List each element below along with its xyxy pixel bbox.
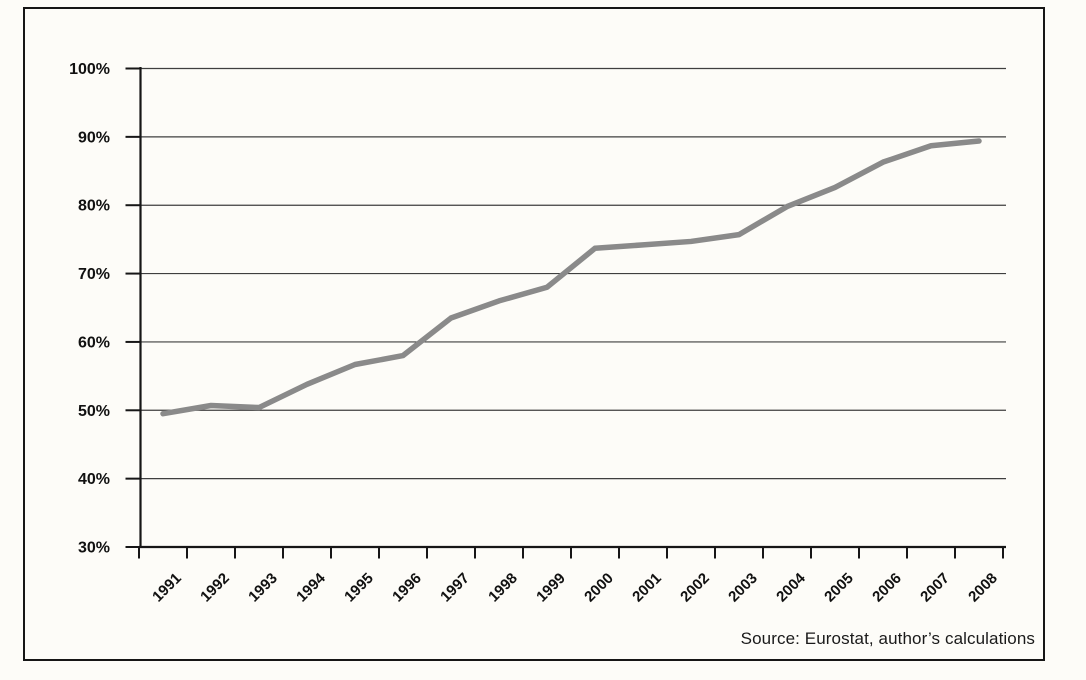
x-tick-label: 1998 [485, 570, 521, 606]
x-ticks [138, 547, 1004, 559]
x-tick-label: 2004 [773, 569, 809, 605]
x-tick-label: 2005 [821, 570, 857, 606]
y-tick-label: 40% [78, 471, 110, 488]
x-tick-label: 1996 [389, 570, 425, 606]
y-tick-label: 80% [78, 198, 110, 215]
x-tick-label: 1993 [245, 570, 281, 606]
y-ticks [125, 67, 141, 548]
y-tick-label: 30% [78, 540, 110, 557]
x-tick-label: 2002 [677, 570, 713, 606]
x-tick-label: 1999 [533, 570, 569, 606]
figure-border [23, 7, 1045, 661]
y-tick-label: 100% [69, 61, 110, 78]
x-tick-label: 2000 [581, 570, 617, 606]
y-axis-labels: 30% 40% 50% 60% 70% 80% 90% 100% [69, 61, 110, 557]
source-note: Source: Eurostat, author’s calculations [740, 629, 1035, 648]
x-tick-label: 2008 [965, 570, 1001, 606]
x-tick-label: 2007 [917, 570, 953, 606]
x-tick-label: 1991 [149, 570, 185, 606]
x-tick-label: 1992 [197, 570, 233, 606]
y-tick-label: 60% [78, 334, 110, 351]
x-tick-label: 1995 [341, 570, 377, 606]
x-tick-label: 2003 [725, 570, 761, 606]
y-tick-label: 90% [78, 129, 110, 146]
data-series-line [160, 138, 982, 417]
y-tick-label: 70% [78, 266, 110, 283]
x-tick-label: 1994 [293, 569, 329, 605]
x-tick-label: 2006 [869, 570, 905, 606]
x-tick-label: 2001 [629, 570, 665, 606]
y-tick-label: 50% [78, 403, 110, 420]
x-axis-labels: 1991 1992 1993 1994 1995 1996 1997 1998 1999 2000… [149, 569, 1001, 605]
axes [139, 67, 1006, 549]
gridlines [139, 67, 1006, 480]
x-tick-label: 1997 [437, 570, 473, 606]
